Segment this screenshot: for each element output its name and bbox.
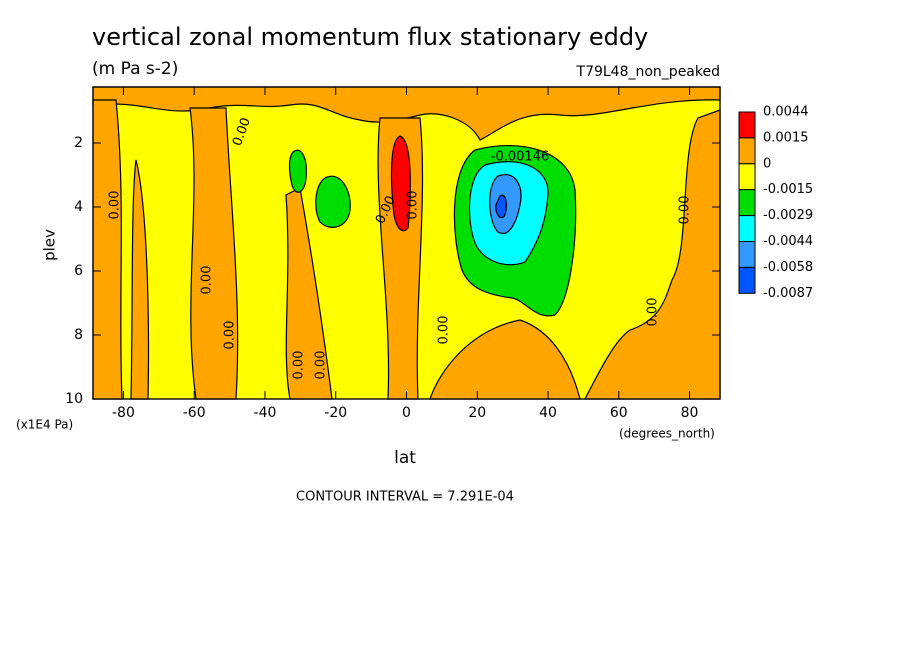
contour-label: 0.00 <box>292 351 307 380</box>
colorbar-label: -0.0044 <box>763 234 813 249</box>
colorbar-label: -0.0029 <box>763 208 813 223</box>
contour-region <box>288 149 307 193</box>
contour-label: 0.00 <box>200 266 215 295</box>
y-tick-label: 8 <box>74 327 83 343</box>
contour-label: 0.00 <box>108 191 123 220</box>
colorbar-label: 0 <box>763 156 771 171</box>
colorbar-box <box>738 241 756 268</box>
contour-region <box>495 194 507 219</box>
contour-label: 0.00 <box>406 191 421 220</box>
colorbar-box <box>738 266 756 294</box>
y-tick-label: 2 <box>74 135 83 151</box>
contour-label: 0.00 <box>437 316 452 345</box>
colorbar-label: 0.0044 <box>763 105 809 120</box>
contour-interval: CONTOUR INTERVAL = 7.291E-04 <box>296 490 514 505</box>
x-tick-label: 20 <box>468 405 486 421</box>
contour-label: 0.00 <box>223 321 238 350</box>
colorbar-label: -0.0058 <box>763 260 813 275</box>
x-axis-label: lat <box>394 448 416 468</box>
x-tick-label: 0 <box>402 405 411 421</box>
contour-region <box>315 175 351 228</box>
contour-region <box>429 319 581 400</box>
colorbar-box <box>738 137 756 165</box>
colorbar-box <box>738 163 756 191</box>
dataset-label: T79L48_non_peaked <box>576 64 720 80</box>
y-tick-label: 4 <box>74 199 83 215</box>
x-tick-label: 60 <box>610 405 628 421</box>
contour-region <box>584 109 721 400</box>
x-tick-label: -80 <box>112 405 135 421</box>
x-tick-label: 40 <box>539 405 557 421</box>
contour-region <box>92 99 123 400</box>
colorbar-label: -0.0087 <box>763 286 813 301</box>
x-tick-label: -20 <box>324 405 347 421</box>
colorbar-box <box>738 215 756 243</box>
y-axis-label: plev <box>41 229 59 261</box>
chart-subtitle: (m Pa s-2) <box>92 59 178 79</box>
contour-field <box>92 86 721 400</box>
contour-label: 0.00 <box>678 196 693 225</box>
contour-label: 0.00 <box>314 351 329 380</box>
colorbar-box <box>738 189 756 217</box>
x-tick-label: 80 <box>681 405 699 421</box>
colorbar-box <box>738 111 756 139</box>
x-tick-label: -60 <box>183 405 206 421</box>
contour-label: -0.00146 <box>491 150 549 165</box>
chart-title: vertical zonal momentum flux stationary … <box>92 23 648 51</box>
contour-region <box>390 135 411 232</box>
y-tick-label: 10 <box>65 391 83 407</box>
y-tick-label: 6 <box>74 263 83 279</box>
x-units: (degrees_north) <box>619 427 715 441</box>
x-tick-label: -40 <box>254 405 277 421</box>
y-units: (x1E4 Pa) <box>16 418 73 432</box>
colorbar-label: -0.0015 <box>763 182 813 197</box>
contour-label: 0.00 <box>646 298 661 327</box>
colorbar-label: 0.0015 <box>763 130 809 145</box>
